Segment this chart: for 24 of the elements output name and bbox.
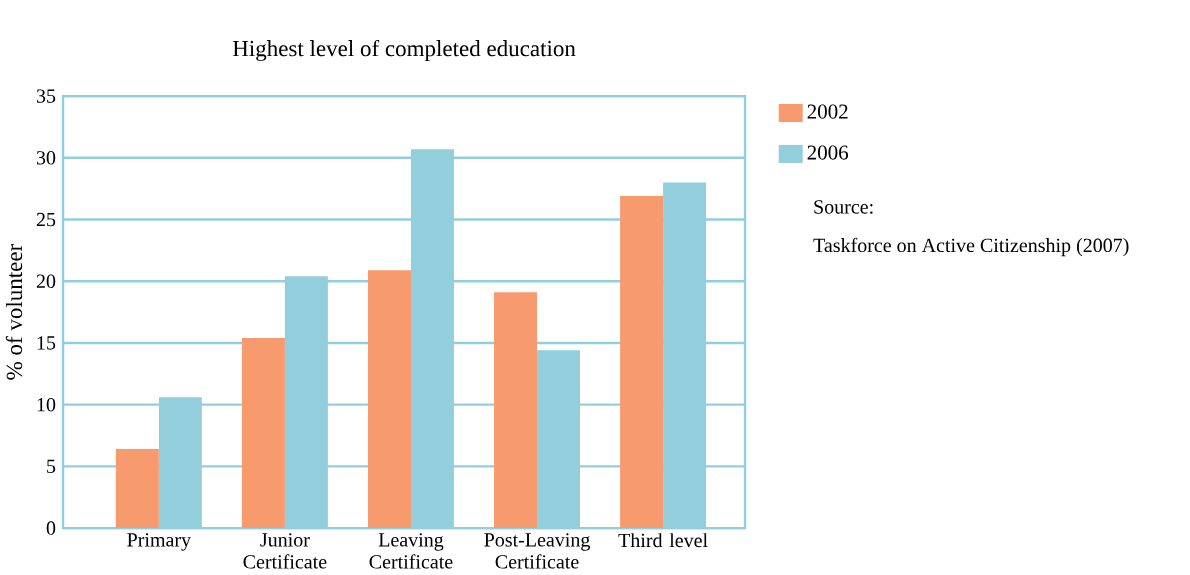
bar (494, 292, 538, 529)
y-axis-title: % of volunteer (5, 243, 23, 380)
y-tick-label: 30 (36, 151, 56, 165)
x-tick-label: Third level (618, 533, 708, 548)
legend-label: 2006 (807, 145, 849, 160)
x-tick-label: Leaving Certificate (369, 533, 453, 569)
x-tick-label: Primary (127, 533, 192, 551)
x-tick-label: Post-Leaving Certificate (484, 533, 590, 569)
bar (115, 449, 159, 529)
y-tick-label: 20 (36, 274, 56, 288)
y-tick-label: 5 (47, 459, 56, 474)
text: Taskforce on Active Citizenship (2007) (813, 237, 1129, 257)
bar (620, 196, 664, 529)
x-tick-label: Junior Certificate (243, 533, 327, 569)
y-tick-label: 25 (36, 212, 56, 227)
legend-label: 2002 (807, 104, 848, 119)
y-tick-label: 10 (37, 397, 56, 412)
y-tick-label: 0 (46, 521, 56, 535)
chart-title: Highest level of completed education (232, 39, 576, 62)
bar (367, 270, 411, 529)
source-note: Source: (814, 200, 873, 214)
y-tick-label: 35 (36, 89, 56, 103)
bar (241, 338, 285, 529)
y-tick-label: 15 (37, 336, 56, 350)
